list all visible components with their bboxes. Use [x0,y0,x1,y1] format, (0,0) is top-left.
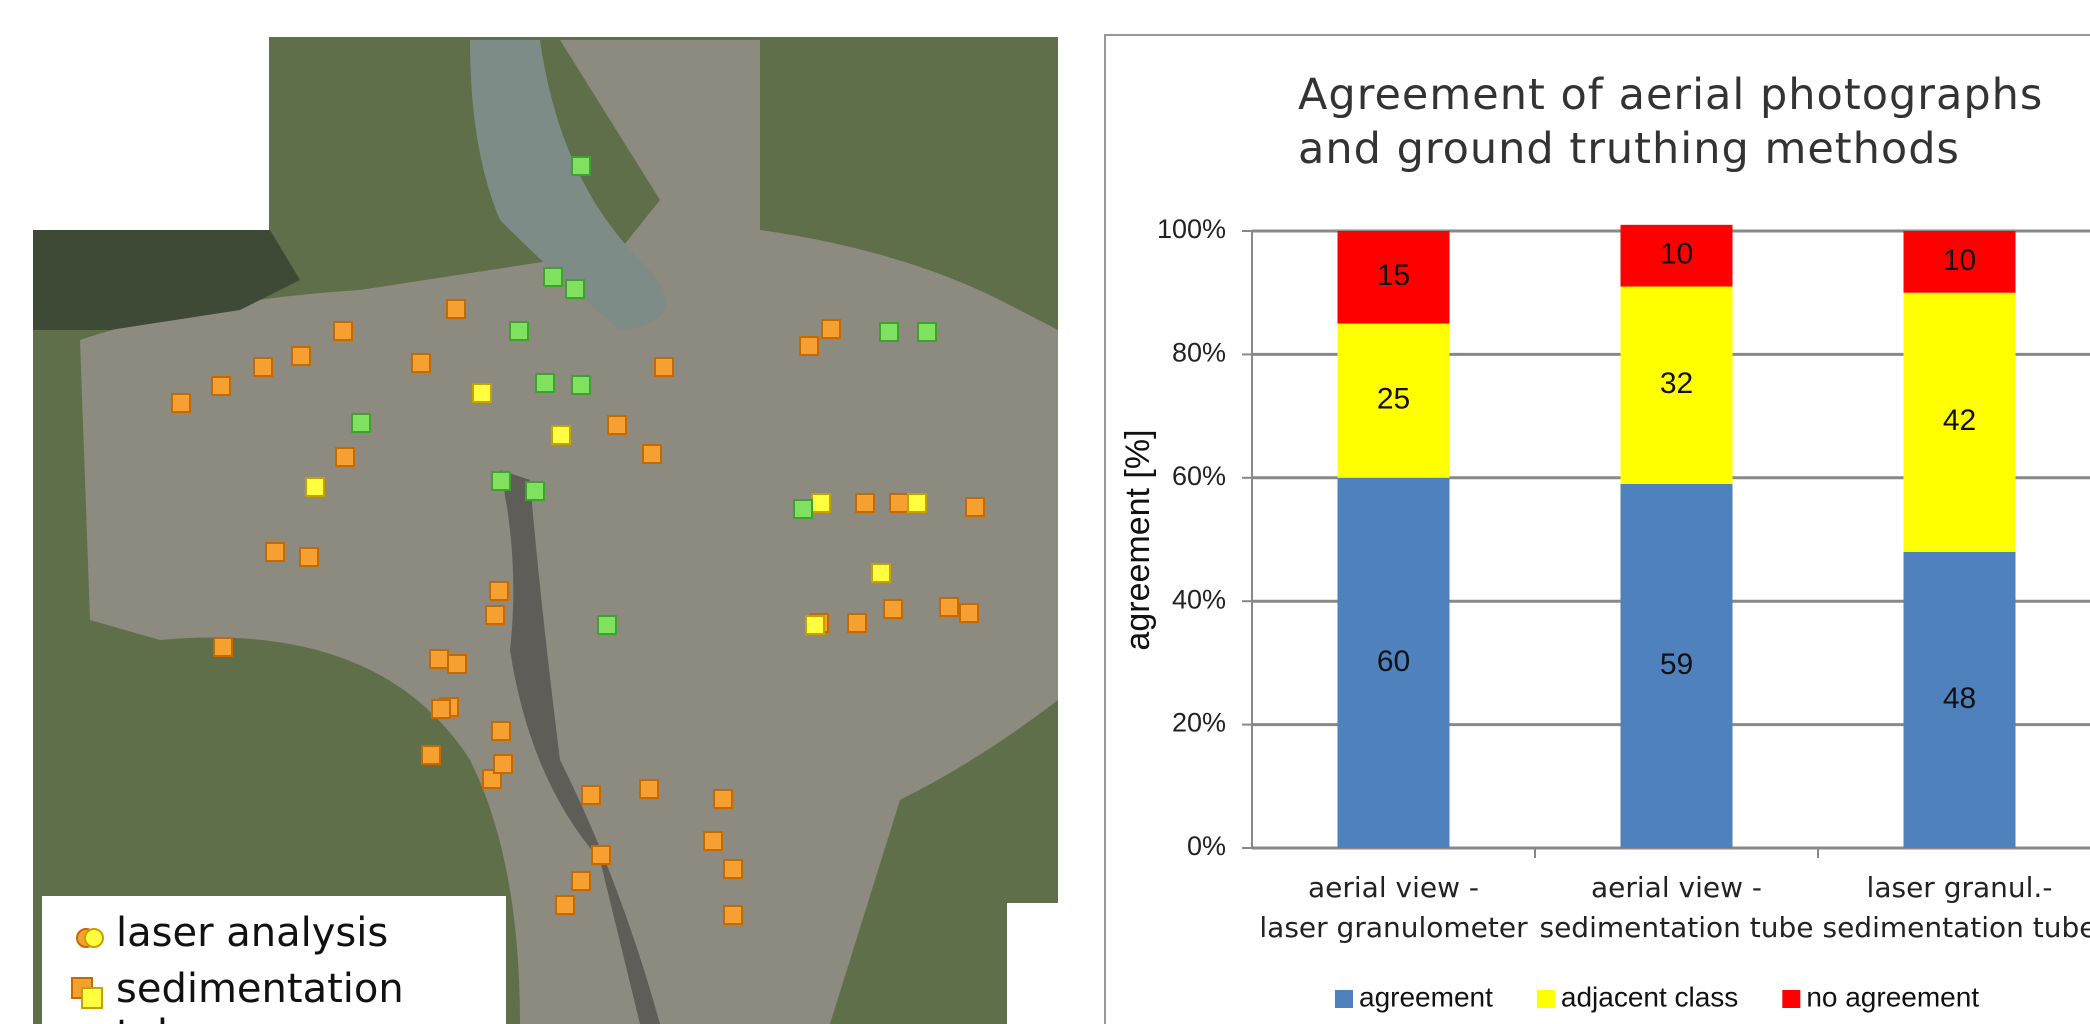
bar-segment [1903,231,2016,293]
data-label: 60 [1377,645,1410,678]
bar-segment [1337,231,1450,324]
legend-swatch [1335,990,1353,1008]
data-label: 42 [1943,404,1976,437]
chart-title: Agreement of aerial photographs and grou… [1298,70,2044,174]
bar-segment [1903,551,2016,848]
blank-area [33,37,269,230]
legend-icon [84,928,104,948]
data-label: 59 [1660,648,1693,681]
y-tick-label: 0% [1187,831,1226,861]
legend-label: agreement [1359,981,1493,1012]
blank-area [1007,903,1058,1024]
bar-segment [1620,286,1733,484]
y-tick-label: 80% [1172,338,1226,368]
bar-segment [1337,477,1450,848]
data-label: 25 [1377,383,1410,416]
channel [500,470,660,1024]
legend-label: no agreement [1806,981,1979,1012]
y-tick-label: 100% [1157,214,1226,244]
data-label: 32 [1660,367,1693,400]
legend-swatch [1536,990,1555,1008]
legend-swatch [1782,990,1801,1008]
y-tick-label: 40% [1172,584,1226,614]
x-tick-label: aerial view - laser granulometer [1259,871,1528,944]
x-tick-label: laser granul.- sedimentation tube [1822,871,2090,944]
y-tick-label: 60% [1172,461,1226,491]
map-legend-label: sedimentation tube [116,966,404,1024]
data-label: 15 [1377,259,1410,292]
map-legend: laser analysis sedimentation tube [42,896,506,1024]
bar-segment [1337,323,1450,478]
legend-label: adjacent class [1561,981,1738,1012]
sample-markers [351,156,937,635]
legend-icon [81,987,103,1009]
channel [470,40,666,330]
data-label: 10 [1943,244,1976,277]
x-tick-label: aerial view - sedimentation tube [1539,871,1814,944]
map-legend-label: laser analysis [116,910,389,956]
bar-segment [1903,292,2016,552]
sample-markers [305,383,927,635]
legend-icons [71,928,104,1009]
data-label: 10 [1660,238,1693,271]
mudflat [80,40,1058,1024]
y-axis-label: agreement [%] [1119,429,1157,650]
town [33,230,300,330]
data-label: 48 [1943,682,1976,715]
bar-segment [1620,224,1733,287]
bar-segment [1620,483,1733,848]
y-tick-label: 20% [1172,708,1226,738]
